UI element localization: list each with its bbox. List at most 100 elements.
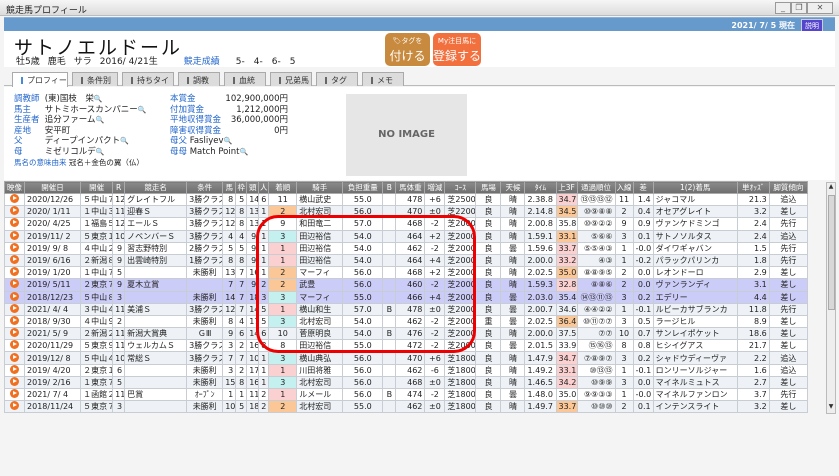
cell-finish: 1 [268, 253, 298, 268]
owner-value[interactable]: サトミホースカンパニー [44, 104, 138, 115]
column-header-last-3f[interactable]: 上3F [555, 181, 578, 194]
column-header-weight-change[interactable]: 増減 [424, 181, 446, 194]
tab-tags[interactable]: タグ [316, 72, 358, 86]
register-favorite-button[interactable]: My注目馬に 登録する [433, 33, 481, 66]
cell-video [3, 253, 26, 268]
column-header-popularity[interactable]: 人 [258, 181, 270, 194]
table-row[interactable]: 2021/ 4/ 4 ３中山４ 11 美浦Ｓ 3勝クラス 12 7 14 5 1 横山和生 57.0 B… [3, 302, 809, 316]
cell-style: 差し [768, 314, 809, 329]
breeder-value[interactable]: 追分ファーム [44, 115, 96, 126]
play-video-icon[interactable] [10, 304, 19, 313]
column-header-body-weight[interactable]: 馬体重 [395, 181, 426, 194]
column-header-date[interactable]: 開催日 [24, 181, 82, 194]
play-video-icon[interactable] [10, 255, 19, 265]
cell-jockey: 北村宏司 [296, 400, 344, 414]
column-header-gate[interactable]: 枠 [235, 181, 248, 194]
play-video-icon[interactable] [10, 389, 19, 399]
column-header-positions[interactable]: 通過順位 [576, 181, 616, 194]
sire-value[interactable]: ディープインパクト [44, 136, 121, 147]
table-row[interactable]: 2021/ 5/ 9 ２新潟２ 11 新潟大賞典 ＧⅢ 9 6 14 6 10 菅原明良 54.0 B 4… [3, 327, 809, 341]
cell-body-weight: 468 [395, 217, 426, 231]
column-header-going[interactable]: 馬場 [475, 181, 502, 194]
cell-odds: 2.4 [736, 217, 770, 231]
cell-winner: レオンドーロ [652, 266, 738, 280]
column-header-race-no[interactable]: R [112, 181, 126, 194]
play-video-icon[interactable] [10, 267, 19, 277]
dam-value[interactable]: ミゼリコルデ [44, 146, 96, 157]
column-header-field-size[interactable]: 頭 [246, 181, 260, 194]
table-row[interactable]: 2019/11/ 2 ５東京１ 10 ノベンバーＳ 3勝クラス 4 4 9 1 3 田辺裕信 54.0… [3, 229, 809, 243]
column-header-horse-no[interactable]: 馬 [222, 181, 237, 194]
scroll-up-arrow-icon[interactable]: ▲ [828, 183, 834, 190]
play-video-icon[interactable] [10, 328, 19, 338]
column-header-margin[interactable]: 差 [632, 181, 654, 194]
table-row[interactable]: 2020/ 1/11 １中山３ 11 迎春Ｓ 3勝クラス 12 8 13 1 2 北村宏司 56.0 4… [3, 205, 809, 219]
play-video-icon[interactable] [10, 206, 19, 216]
column-header-race-name[interactable]: 競走名 [124, 181, 188, 194]
table-scrollbar[interactable]: ▲ ▼ [826, 182, 836, 414]
cell-weight: 55.0 [342, 290, 384, 304]
tab-siblings[interactable]: 兄弟馬 [270, 72, 312, 86]
tab-conditions[interactable]: 条件別 [72, 72, 118, 86]
play-video-icon[interactable] [10, 279, 19, 289]
table-row[interactable]: 2019/ 1/20 １中山７ 5 未勝利 13 7 16 1 2 マーフィ 56.0 468 +2 芝2… [3, 266, 809, 280]
trainer-value[interactable]: (東)国枝 栄 [44, 94, 94, 104]
table-row[interactable]: 2020/ 4/25 １福島５ 12 エールＳ 3勝クラス 12 8 13 1 9 和田竜二 57.0… [3, 217, 809, 231]
table-row[interactable]: 2018/ 9/30 ４中山９ 2 未勝利 8 4 17 5 3 北村宏司 54.0 462 -2 芝20… [3, 314, 809, 329]
play-video-icon[interactable] [10, 218, 19, 228]
table-row[interactable]: 2021/ 7/ 4 １函館２ 11 巴賞 ｵｰﾌﾟﾝ 1 1 11 2 1 ルメール 56.0 B 47… [3, 387, 809, 402]
cell-odds: 8.9 [736, 314, 770, 329]
table-row[interactable]: 2019/ 2/16 １東京７ 5 未勝利 15 8 16 1 3 北村宏司 56.0 468 ±0 芝1… [3, 375, 809, 390]
column-header-course[interactable]: ｺｰｽ [444, 181, 477, 194]
play-video-icon[interactable] [10, 340, 19, 350]
table-row[interactable]: 2018/12/23 ５中山８ 3 未勝利 14 7 18 3 3 マーフィ 55.0 466 +4 芝2… [3, 290, 809, 304]
column-header-style[interactable]: 脚質傾向 [768, 181, 809, 194]
column-header-weight[interactable]: 負担重量 [342, 181, 384, 194]
cell-meeting: ５東京１ [80, 229, 114, 243]
scrollbar-thumb[interactable] [828, 195, 835, 310]
column-header-finish[interactable]: 着順 [268, 181, 298, 194]
tab-best-times[interactable]: 持ちタイム [122, 72, 174, 96]
dam-dam-value[interactable]: Match Point [189, 146, 240, 157]
column-header-jockey[interactable]: 騎手 [296, 181, 344, 194]
column-header-weather[interactable]: 天候 [500, 181, 526, 194]
column-header-odds[interactable]: 単ｵｯｽﾞ [736, 181, 770, 194]
cell-gate: 7 [235, 302, 248, 316]
tab-pedigree[interactable]: 血統 [224, 72, 266, 86]
play-video-icon[interactable] [10, 377, 19, 386]
table-row[interactable]: 2020/11/29 ５東京９ 11 ウェルカムＳ 3勝クラス 3 2 16 8 8 田辺裕信 55.… [3, 339, 809, 353]
column-header-blinkers[interactable]: B [382, 181, 397, 194]
table-row[interactable]: 2019/ 4/20 ２東京１ 6 未勝利 3 2 17 1 1 川田将雅 56.0 462 -6 芝18… [3, 363, 809, 377]
play-video-icon[interactable] [10, 292, 19, 301]
column-header-entry[interactable]: 入線 [614, 181, 634, 194]
minimize-button[interactable]: _ [775, 2, 791, 14]
restore-button[interactable]: ❐ [791, 2, 807, 14]
play-video-icon[interactable] [10, 365, 19, 374]
close-button[interactable]: ✕ [807, 2, 833, 14]
scroll-down-arrow-icon[interactable]: ▼ [828, 403, 834, 410]
cell-meeting: ２東京１ [80, 363, 114, 377]
column-header-meeting[interactable]: 開催 [80, 181, 114, 194]
table-row[interactable]: 2019/ 6/16 ２新潟８ 9 出雲崎特別 1勝クラス 8 8 9 1 1 田辺裕信 54.0 46… [3, 253, 809, 268]
table-row[interactable]: 2020/12/26 ５中山７ 12 グレイトフル 3勝クラス 8 5 14 6 11 横山武史 55… [3, 192, 809, 207]
column-header-time[interactable]: ﾀｲﾑ [524, 181, 557, 194]
table-row[interactable]: 2019/12/ 8 ５中山４ 10 常総Ｓ 3勝クラス 7 7 10 1 3 横山典弘 56.0 47… [3, 351, 809, 365]
play-video-icon[interactable] [10, 194, 19, 204]
column-header-video[interactable]: 映像 [3, 181, 26, 194]
play-video-icon[interactable] [10, 401, 19, 411]
tab-profile[interactable]: プロフィール [12, 72, 68, 96]
table-row[interactable]: 2018/11/24 ５東京７ 3 未勝利 10 5 18 2 2 北村宏司 55.0 462 ±0 芝1… [3, 400, 809, 414]
record-link[interactable]: 競走成績 [183, 57, 220, 67]
dam-sire-value[interactable]: Fasliyev [189, 136, 224, 147]
tab-training[interactable]: 調教 [178, 72, 220, 86]
play-video-icon[interactable] [10, 231, 19, 240]
play-video-icon[interactable] [10, 243, 19, 252]
play-video-icon[interactable] [10, 352, 19, 362]
play-video-icon[interactable] [10, 316, 19, 325]
column-header-winner[interactable]: 1(2)着馬 [652, 181, 738, 194]
table-row[interactable]: 2019/ 9/ 8 ４中山２ 9 習志野特別 2勝クラス 5 5 9 1 1 田辺裕信 54.0 46… [3, 241, 809, 255]
add-tag-button[interactable]: 🏷タグを 付ける [385, 33, 430, 66]
column-header-class[interactable]: 条件 [186, 181, 224, 194]
table-row[interactable]: 2019/ 5/11 ２東京７ 9 夏木立賞 7 7 9 2 2 武豊 56.0 460 -2 芝2000… [3, 278, 809, 292]
tab-memo[interactable]: メモ [362, 72, 404, 86]
